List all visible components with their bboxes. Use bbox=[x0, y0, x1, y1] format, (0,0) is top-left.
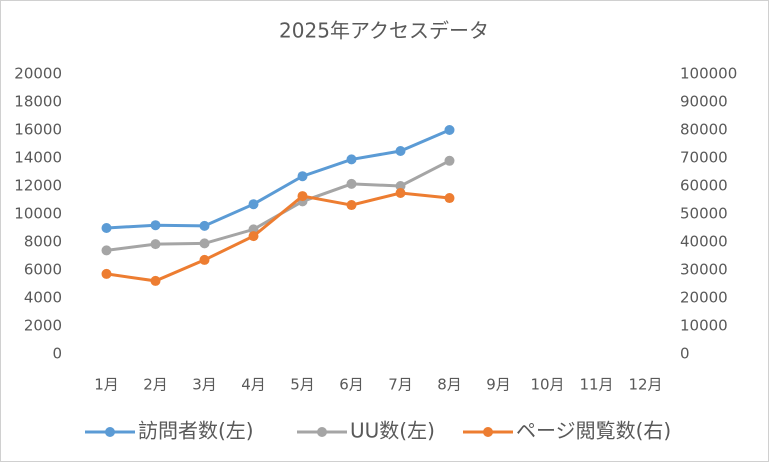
y-tick-label: 14000 bbox=[14, 149, 62, 167]
y-tick-label: 4000 bbox=[24, 289, 62, 307]
x-tick-label: 1月 bbox=[94, 376, 119, 394]
y-tick-label: 12000 bbox=[14, 177, 62, 195]
y2-tick-label: 70000 bbox=[680, 149, 728, 167]
data-point bbox=[199, 220, 210, 231]
data-point bbox=[248, 231, 259, 242]
y2-tick-label: 30000 bbox=[680, 261, 728, 279]
data-point bbox=[395, 188, 406, 198]
y2-tick-label: 10000 bbox=[680, 317, 728, 335]
y2-tick-label: 0 bbox=[680, 345, 690, 363]
y-tick-label: 6000 bbox=[24, 261, 62, 279]
x-tick-label: 12月 bbox=[628, 376, 662, 394]
x-tick-label: 9月 bbox=[486, 376, 511, 394]
y-tick-label: 0 bbox=[52, 345, 62, 363]
data-point bbox=[346, 178, 357, 189]
y-tick-label: 20000 bbox=[14, 65, 62, 83]
legend-marker bbox=[483, 427, 493, 437]
y2-tick-label: 100000 bbox=[680, 65, 737, 83]
y2-tick-label: 90000 bbox=[680, 93, 728, 111]
data-point bbox=[101, 245, 112, 256]
y2-tick-label: 40000 bbox=[680, 233, 728, 251]
x-tick-label: 5月 bbox=[290, 376, 315, 394]
legend-marker bbox=[317, 427, 327, 437]
data-point bbox=[395, 181, 406, 191]
data-point bbox=[199, 254, 210, 265]
y2-tick-label: 20000 bbox=[680, 289, 728, 307]
legend-marker bbox=[105, 427, 115, 437]
data-point bbox=[444, 155, 455, 166]
data-point bbox=[101, 268, 112, 279]
legend-label: UU数(左) bbox=[350, 419, 435, 443]
x-tick-label: 4月 bbox=[241, 376, 266, 394]
legend-label: 訪問者数(左) bbox=[138, 419, 254, 443]
x-tick-label: 2月 bbox=[143, 376, 168, 394]
legend-label: ページ閲覧数(右) bbox=[516, 419, 671, 443]
y-tick-label: 2000 bbox=[24, 317, 62, 335]
y-tick-label: 18000 bbox=[14, 93, 62, 111]
y2-tick-label: 60000 bbox=[680, 177, 728, 195]
y-tick-label: 10000 bbox=[14, 205, 62, 223]
data-point bbox=[150, 275, 161, 286]
data-point bbox=[346, 154, 357, 165]
data-point bbox=[395, 146, 406, 156]
data-point bbox=[444, 125, 455, 135]
series-line bbox=[106, 191, 450, 283]
x-tick-label: 3月 bbox=[192, 376, 217, 394]
x-tick-label: 8月 bbox=[437, 376, 462, 394]
data-point bbox=[297, 171, 308, 182]
y2-tick-label: 80000 bbox=[680, 121, 728, 139]
data-point bbox=[346, 200, 357, 211]
y-tick-label: 16000 bbox=[14, 121, 62, 139]
y-tick-label: 8000 bbox=[24, 233, 62, 251]
data-point bbox=[150, 239, 161, 250]
chart-title: 2025年アクセスデータ bbox=[279, 19, 489, 43]
y2-tick-label: 50000 bbox=[680, 205, 728, 223]
data-point bbox=[150, 220, 161, 231]
data-point bbox=[297, 191, 308, 202]
x-tick-label: 11月 bbox=[579, 376, 613, 394]
data-point bbox=[248, 199, 259, 210]
series-line bbox=[106, 128, 451, 230]
data-point bbox=[444, 193, 455, 204]
x-tick-label: 7月 bbox=[388, 376, 413, 394]
x-tick-label: 10月 bbox=[530, 376, 564, 394]
x-tick-label: 6月 bbox=[339, 376, 364, 394]
data-point bbox=[199, 238, 210, 249]
data-point bbox=[101, 223, 112, 233]
